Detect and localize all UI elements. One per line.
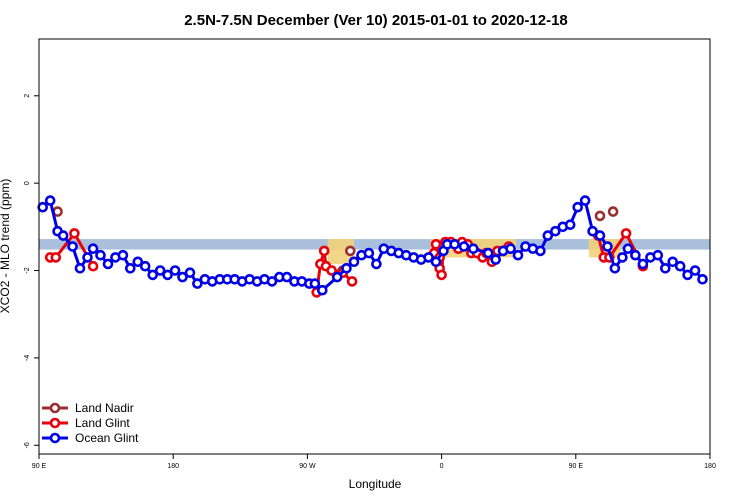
ocean-glint-point-88 [697,273,708,285]
land-glint-point-4 [87,260,99,272]
legend-marker-ocean-glint [49,432,61,444]
ocean-glint-point-14 [132,256,144,268]
ocean-glint-point-1 [37,201,49,213]
x-tick-label-6: 180 [704,463,716,470]
ocean-glint-point-57 [458,241,470,252]
ocean-glint-point-13 [125,262,136,274]
x-tick-label-5: 90 E [569,463,584,470]
ocean-glint-point-66 [535,245,546,257]
land-nadir-point-4 [344,245,356,257]
y-tick-label-3: -2 [24,267,31,273]
plot-area [37,195,710,298]
ocean-glint-point-56 [449,239,460,250]
land-glint-point-3 [69,228,80,239]
legend-label-land-glint: Land Glint [75,416,130,430]
x-tick-label-2: 180 [167,463,179,470]
ocean-glint-point-59 [482,247,494,259]
chart-title: 2.5N-7.5N December (Ver 10) 2015-01-01 t… [184,12,568,29]
ocean-glint-point-32 [266,276,278,287]
ocean-glint-point-6 [74,262,86,274]
legend-marker-land-glint [49,417,61,429]
ocean-glint-point-67 [542,230,554,241]
ocean-glint-point-60 [490,254,502,265]
ocean-glint-point-86 [682,269,693,281]
ocean-glint-point-38 [309,278,321,289]
ocean-glint-point-20 [177,271,188,283]
ocean-glint-point-72 [579,195,591,206]
legend-marker-land-nadir [49,402,61,414]
ocean-glint-point-78 [622,243,634,254]
ocean-glint-point-41 [341,262,352,274]
ocean-glint-point-62 [505,243,516,254]
ocean-glint-point-73 [587,225,598,237]
ocean-glint-point-16 [147,269,158,281]
ocean-glint-point-53 [430,256,442,268]
legend-label-ocean-glint: Ocean Glint [75,431,139,445]
ocean-glint-point-40 [331,271,343,283]
ocean-glint-point-22 [192,278,203,289]
reference-band [39,239,710,250]
y-tick-label-5: 2 [24,94,31,98]
ocean-glint-point-42 [348,256,360,268]
ocean-glint-point-39 [316,284,328,296]
ocean-glint-point-17 [154,265,166,276]
ocean-glint-point-7 [82,252,93,263]
land-nadir-point-6 [607,206,619,217]
ocean-glint-point-58 [467,243,479,254]
y-tick-label-4: 0 [24,181,31,185]
ocean-glint-point-80 [637,258,649,270]
x-tick-label-1: 90 E [32,463,47,470]
ocean-glint-point-82 [652,249,664,261]
ocean-glint-point-76 [609,262,621,274]
x-axis-label: Longitude [349,477,402,491]
x-axis: 90 E 180 90 W 0 90 E 180 [32,454,716,470]
plot-frame [38,38,711,455]
series-ocean-glint [37,195,708,296]
y-axis-label: XCO2 - MLO trend (ppm) [0,179,12,314]
y-axis: -6 -4 -2 0 2 [24,94,39,448]
ocean-glint-point-68 [549,225,561,237]
land-glint-point-7 [318,245,330,257]
y-tick-label-1: -6 [24,442,31,448]
ocean-glint-point-63 [512,249,524,261]
land-glint-point-34 [620,228,632,239]
land-glint-point-2 [50,252,62,263]
legend-label-land-nadir: Land Nadir [75,401,134,415]
land-glint-point-11 [346,276,358,287]
ocean-glint-point-79 [630,249,641,261]
ocean-glint-point-84 [667,256,679,268]
ocean-glint-point-10 [102,258,114,270]
ocean-glint-point-52 [423,252,434,263]
ocean-glint-point-44 [363,247,375,259]
ocean-glint-point-12 [117,249,129,261]
ocean-glint-point-70 [564,219,576,230]
ocean-glint-point-34 [281,271,293,283]
ocean-glint-point-18 [162,269,173,281]
ocean-glint-point-5 [67,241,78,252]
land-glint-point-16 [436,269,447,281]
ocean-glint-point-74 [594,230,606,241]
ocean-glint-point-8 [87,243,99,254]
land-nadir-point-5 [594,210,606,222]
y-tick-label-2: -4 [24,355,31,361]
ocean-glint-point-71 [572,201,584,213]
ocean-glint-point-77 [617,252,628,263]
ocean-glint-point-87 [689,265,701,276]
ocean-glint-point-83 [659,262,671,274]
ocean-glint-point-75 [602,241,613,252]
ocean-glint-point-19 [169,265,181,276]
ocean-glint-point-2 [44,195,56,206]
ocean-glint-point-9 [95,249,106,261]
ocean-glint-point-4 [57,230,69,241]
ocean-glint-point-85 [674,260,686,272]
land-glint-point-9 [326,265,337,276]
x-tick-label-4: 0 [440,463,444,470]
ocean-glint-point-45 [371,258,382,270]
ocean-glint-point-15 [139,260,151,272]
ocean-glint-point-21 [184,267,196,279]
x-tick-label-3: 90 W [299,463,316,470]
